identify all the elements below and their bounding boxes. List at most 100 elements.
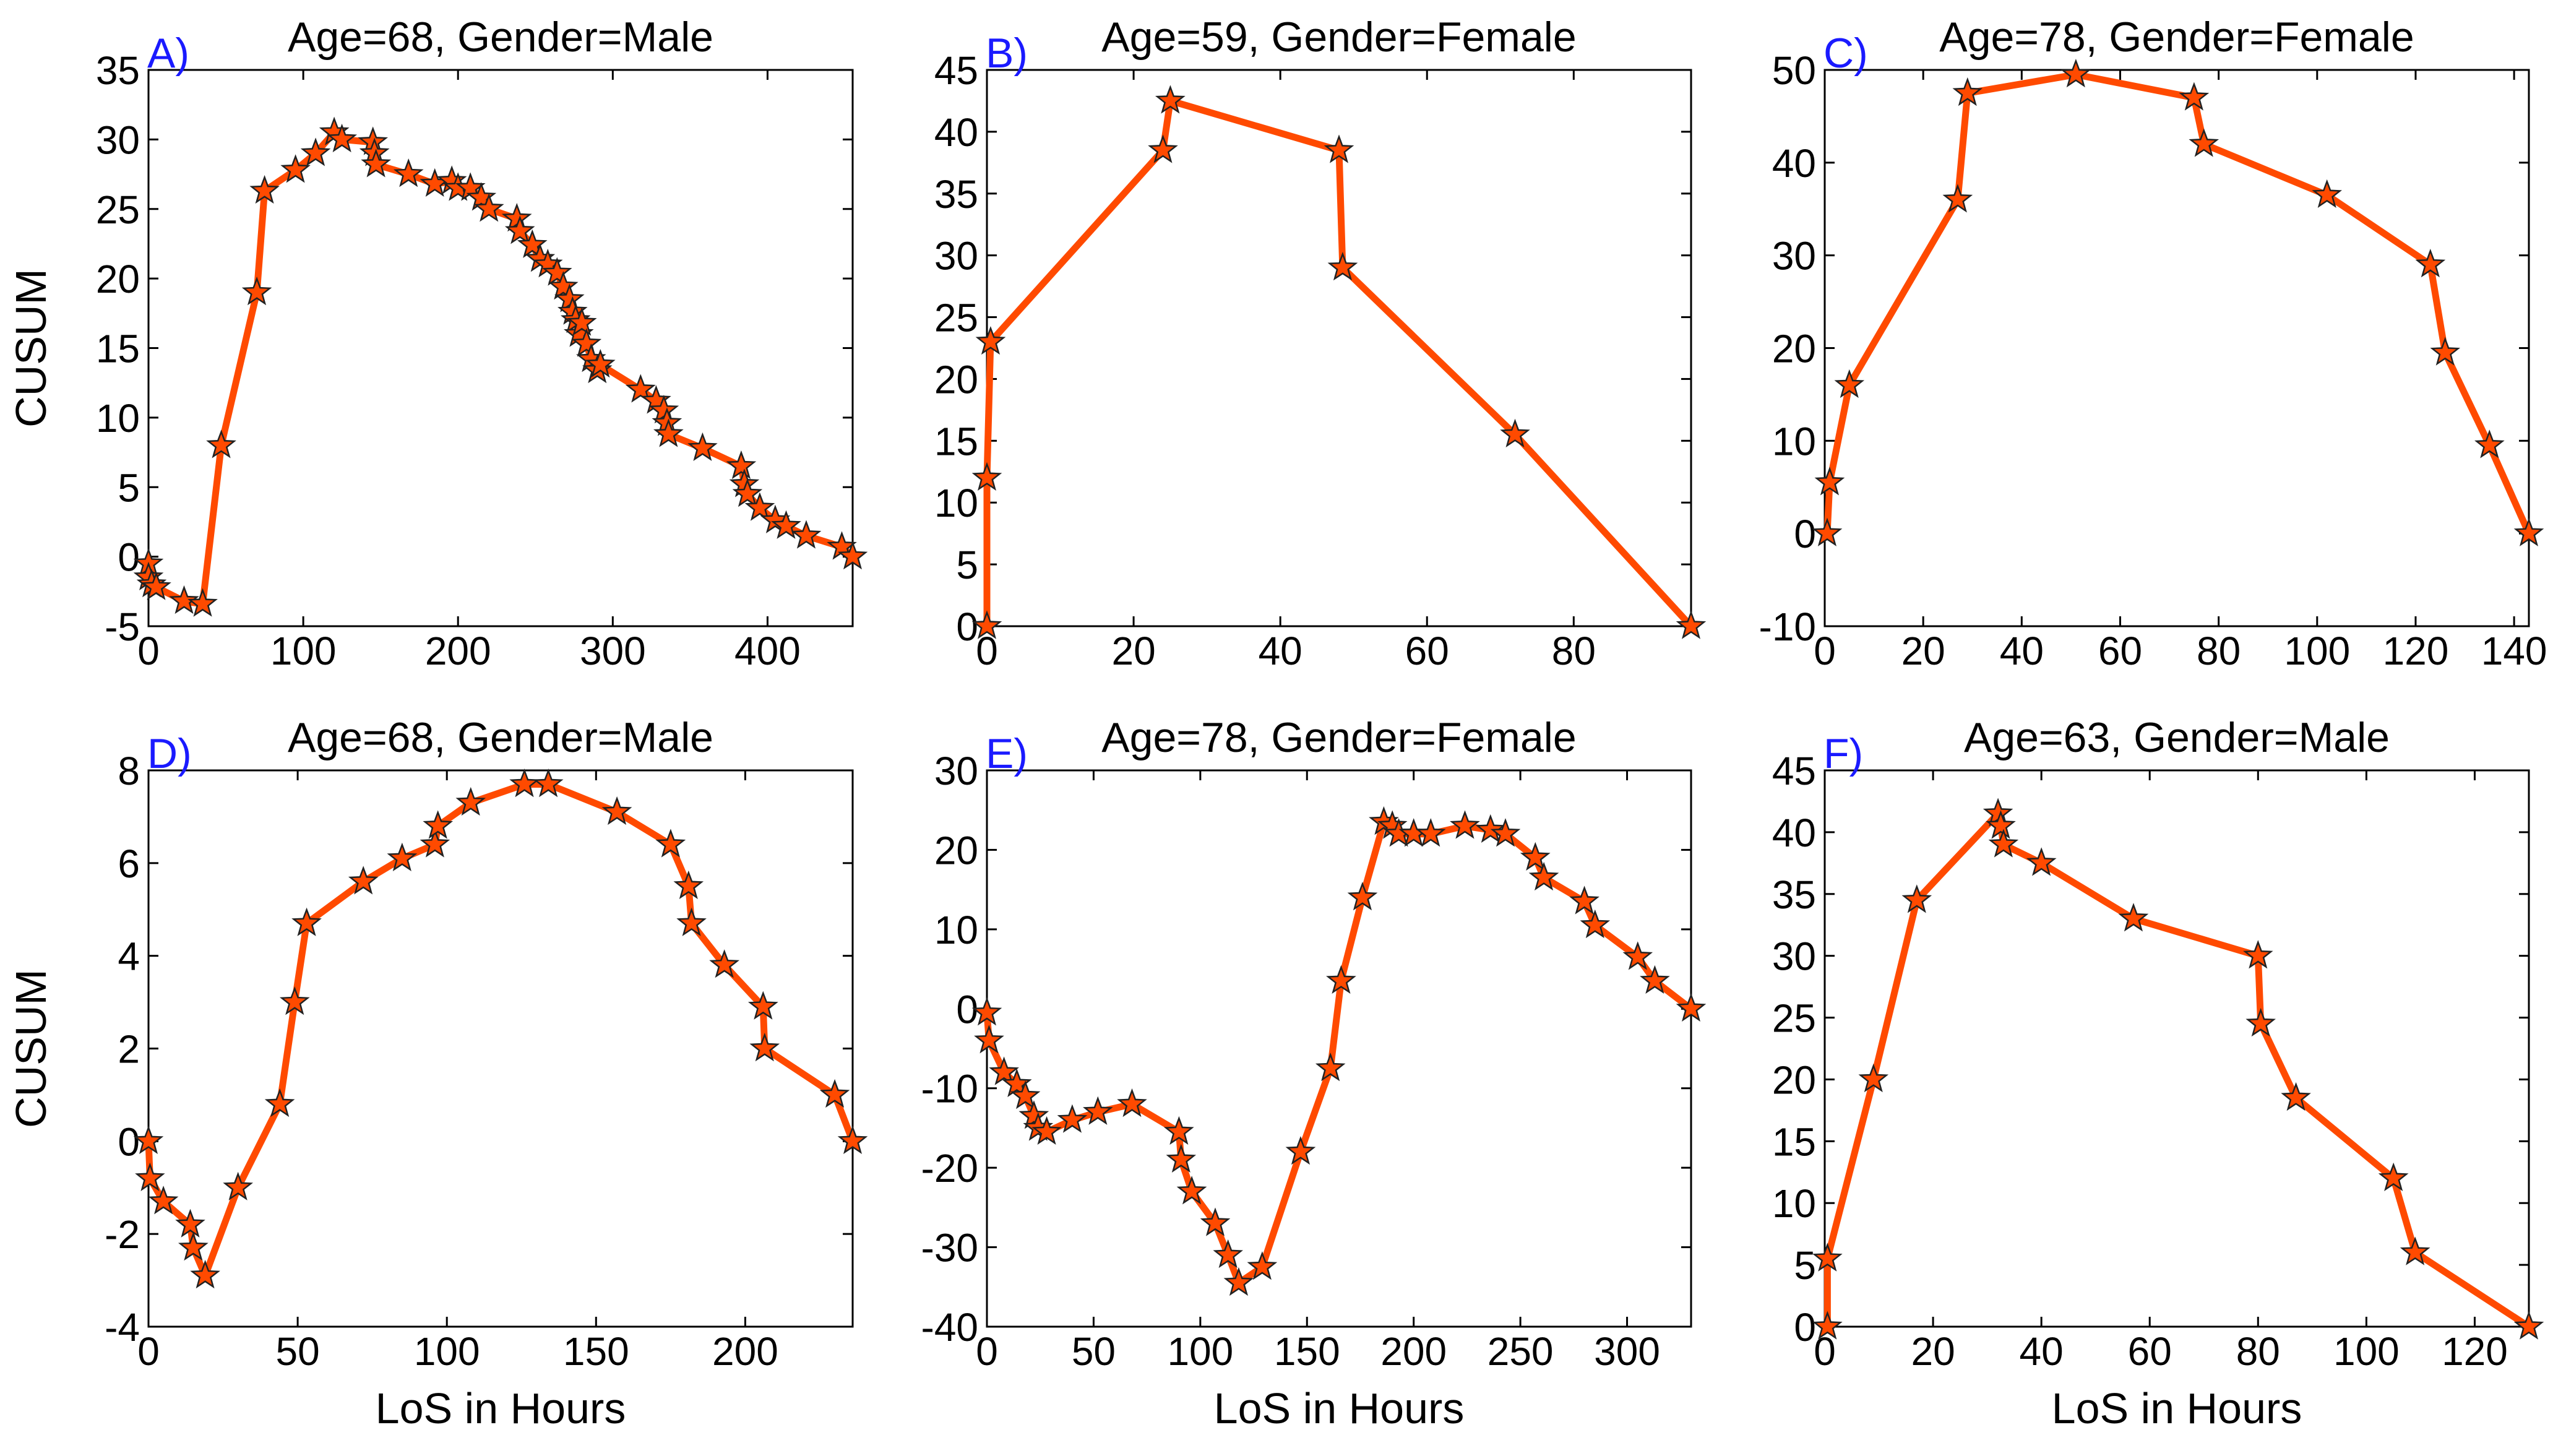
data-point-star	[655, 829, 686, 858]
x-tick-label: 120	[2383, 629, 2449, 673]
x-tick-label: 0	[137, 1329, 160, 1374]
x-tick-label: 20	[1901, 629, 1945, 673]
data-point-star	[1812, 517, 1843, 546]
y-tick-label: 30	[1772, 934, 1816, 979]
y-tick-label: 0	[118, 1119, 140, 1164]
data-point-star	[1083, 1096, 1113, 1125]
x-axis-label: LoS in Hours	[2052, 1384, 2302, 1432]
y-tick-label: 20	[934, 357, 978, 402]
x-tick-label: 0	[137, 629, 160, 673]
data-point-star	[1031, 1116, 1062, 1145]
chart-panel-6: 0 20 40 60 80 100 120 0 5 10 15 20 25 30 35 40 45 Age=63,…	[1772, 714, 2544, 1432]
x-tick-label: 100	[1167, 1329, 1233, 1374]
y-tick-label: 30	[96, 118, 140, 162]
data-point-star	[280, 986, 310, 1015]
x-tick-label: 250	[1488, 1329, 1554, 1374]
x-tick-label: 150	[563, 1329, 629, 1374]
y-tick-label: 35	[1772, 872, 1816, 917]
y-tick-label: 2	[118, 1027, 140, 1072]
data-point-star	[2060, 58, 2091, 88]
data-point-star	[1327, 252, 1358, 281]
y-tick-label: 25	[934, 296, 978, 340]
y-tick-label: -40	[921, 1305, 979, 1350]
data-point-star	[1622, 941, 1653, 970]
data-point-star	[744, 492, 775, 521]
data-point-star	[455, 786, 486, 816]
data-point-star	[1569, 885, 1599, 915]
data-point-star	[517, 229, 548, 258]
y-tick-label: 0	[956, 605, 978, 649]
data-point-star	[361, 149, 392, 178]
y-tick-label: 20	[934, 828, 978, 872]
data-point-star	[601, 796, 632, 825]
y-tick-label: 5	[956, 543, 978, 587]
data-point-star	[771, 510, 801, 539]
data-point-star	[2281, 1082, 2311, 1111]
panel-label: C)	[1823, 30, 1868, 77]
data-point-star	[1010, 1080, 1041, 1109]
data-point-star	[473, 193, 504, 222]
data-point-star	[133, 1125, 164, 1154]
y-tick-label: 10	[1772, 1181, 1816, 1226]
data-point-star	[676, 907, 707, 936]
y-tick-label: 5	[118, 465, 140, 510]
y-tick-label: 0	[1794, 1305, 1816, 1350]
y-tick-label: 5	[1794, 1243, 1816, 1288]
plot-frame	[147, 69, 854, 627]
y-tick-label: 40	[1772, 141, 1816, 186]
y-tick-label: 40	[1772, 811, 1816, 855]
data-point-star	[837, 541, 868, 570]
y-tick-label: 0	[118, 535, 140, 580]
data-point-star	[975, 325, 1006, 355]
data-point-star	[1213, 1239, 1243, 1269]
data-point-star	[2415, 249, 2446, 278]
x-tick-label: 80	[1552, 629, 1596, 673]
y-tick-label: -10	[921, 1067, 979, 1111]
data-point-star	[387, 842, 418, 871]
x-tick-label: 200	[1380, 1329, 1447, 1374]
y-tick-label: 25	[96, 187, 140, 232]
y-tick-label: 45	[934, 48, 978, 93]
data-point-star	[726, 450, 757, 480]
chart-panel-3: 0 20 40 60 80 100 120 140-1001020304050Age=78, …	[1759, 14, 2547, 673]
panel-label: A)	[147, 30, 189, 77]
x-tick-label: 100	[414, 1329, 480, 1374]
x-tick-label: 60	[1405, 629, 1449, 673]
data-point-star	[423, 810, 454, 839]
x-tick-label: 60	[2098, 629, 2142, 673]
data-point-star	[187, 588, 218, 617]
data-point-star	[1018, 1100, 1049, 1129]
chart-title: Age=63, Gender=Male	[1964, 714, 2390, 761]
data-point-star	[504, 215, 535, 244]
data-point-star	[2430, 337, 2460, 366]
x-tick-label: 20	[1111, 629, 1155, 673]
y-tick-label: -5	[105, 605, 140, 649]
plot-frame	[1823, 769, 2530, 1328]
x-tick-label: 40	[2020, 1329, 2064, 1374]
y-tick-label: 30	[1772, 234, 1816, 278]
x-tick-label: 200	[425, 629, 491, 673]
x-tick-label: 50	[1072, 1329, 1116, 1374]
chart-title: Age=68, Gender=Male	[288, 714, 713, 761]
data-point-star	[747, 991, 778, 1020]
x-tick-label: 150	[1274, 1329, 1340, 1374]
data-point-star	[1176, 1176, 1207, 1205]
data-point-star	[1812, 1311, 1843, 1340]
data-point-star	[1166, 1144, 1197, 1173]
data-point-star	[1347, 881, 1378, 911]
y-tick-label: 20	[1772, 1058, 1816, 1102]
chart-title: Age=78, Gender=Female	[1101, 714, 1576, 761]
data-point-star	[2189, 128, 2219, 157]
y-tick-label: 15	[1772, 1119, 1816, 1164]
x-tick-label: 0	[976, 1329, 998, 1374]
x-tick-label: 100	[2284, 629, 2350, 673]
data-point-star	[1676, 993, 1707, 1022]
data-point-star	[135, 1162, 165, 1191]
panel-label: D)	[147, 730, 192, 777]
y-tick-label: -4	[105, 1305, 140, 1350]
chart-title: Age=59, Gender=Female	[1101, 14, 1576, 61]
data-point-star	[1528, 861, 1559, 891]
data-point-star	[732, 478, 763, 507]
y-tick-label: 15	[96, 327, 140, 371]
